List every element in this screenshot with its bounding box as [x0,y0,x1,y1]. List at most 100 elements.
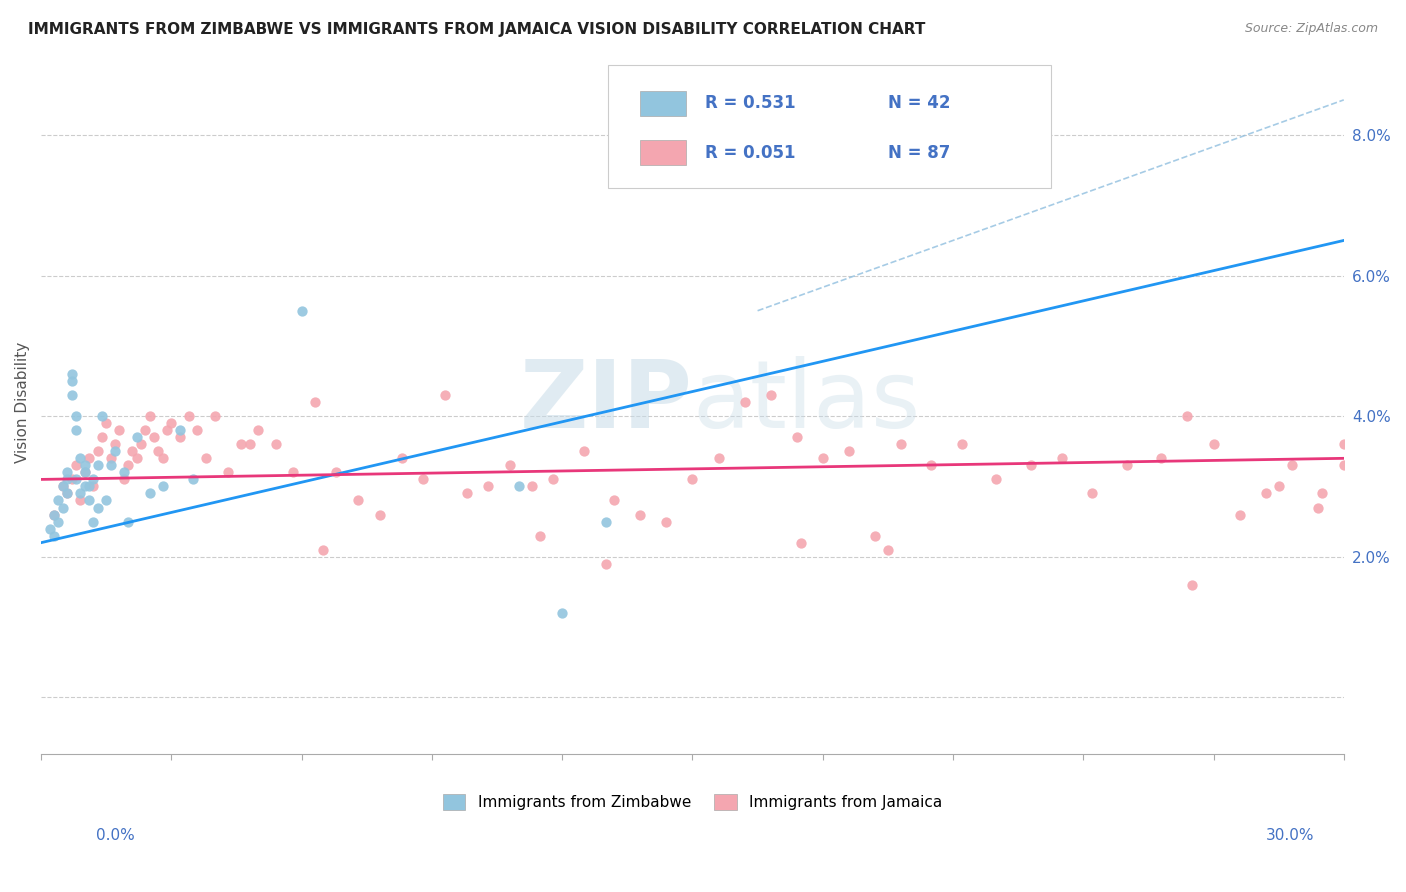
Point [177,409,200,424]
Point [786,430,808,444]
Point [86,500,108,515]
Point [325,466,347,480]
Point [1281,458,1303,473]
Point [56,472,79,486]
Point [112,472,135,486]
Point [876,542,898,557]
Text: atlas: atlas [692,356,921,448]
Point [1150,451,1173,466]
Point [1115,458,1137,473]
Point [108,423,131,437]
Point [52,500,75,515]
Point [1019,458,1042,473]
Point [152,451,174,466]
Point [169,423,191,437]
Point [1081,486,1104,500]
Point [129,437,152,451]
Point [117,515,139,529]
Point [82,515,104,529]
Point [69,486,91,500]
Point [433,388,456,402]
Point [477,479,499,493]
Point [707,451,730,466]
Text: 30.0%: 30.0% [1267,829,1315,843]
Legend: Immigrants from Zimbabwe, Immigrants from Jamaica: Immigrants from Zimbabwe, Immigrants fro… [436,788,949,816]
Point [121,444,143,458]
Point [44,508,66,522]
Point [1310,486,1333,500]
Point [247,423,270,437]
Point [38,522,60,536]
Point [790,535,813,549]
Point [77,493,100,508]
Point [44,528,66,542]
Point [264,437,287,451]
Point [52,479,75,493]
Point [1254,486,1277,500]
Point [65,409,87,424]
Point [77,451,100,466]
Point [143,430,166,444]
Point [48,493,70,508]
Text: 0.0%: 0.0% [96,829,135,843]
Point [90,409,112,424]
Point [508,479,530,493]
Point [73,466,96,480]
Point [86,444,108,458]
Point [100,451,122,466]
Point [195,451,218,466]
Point [125,430,148,444]
Point [65,472,87,486]
Point [529,528,551,542]
Point [134,423,156,437]
Point [890,437,912,451]
Point [181,472,204,486]
Point [543,472,565,486]
Point [312,542,335,557]
Point [73,458,96,473]
Point [734,395,756,409]
Point [551,606,574,620]
Point [603,493,626,508]
Point [217,466,239,480]
Point [1306,500,1329,515]
Point [368,508,391,522]
Point [117,458,139,473]
Text: N = 87: N = 87 [887,144,950,161]
Point [60,472,83,486]
Point [204,409,226,424]
Point [986,472,1008,486]
Point [391,451,413,466]
Point [950,437,973,451]
Point [82,479,104,493]
Point [655,515,678,529]
Point [96,416,118,430]
Point [73,479,96,493]
Point [112,466,135,480]
Point [1202,437,1225,451]
Point [82,472,104,486]
Point [100,458,122,473]
Point [1333,458,1355,473]
Point [148,444,170,458]
Text: R = 0.531: R = 0.531 [706,95,796,112]
Point [520,479,543,493]
Point [1267,479,1289,493]
Point [160,416,183,430]
Point [69,451,91,466]
Point [152,479,174,493]
Point [1333,437,1355,451]
Point [56,466,79,480]
Point [60,388,83,402]
Point [60,374,83,388]
Point [56,486,79,500]
FancyBboxPatch shape [640,91,686,116]
Point [125,451,148,466]
FancyBboxPatch shape [640,140,686,165]
Point [1050,451,1073,466]
Point [138,486,160,500]
Point [86,458,108,473]
Text: N = 42: N = 42 [887,95,950,112]
Point [56,486,79,500]
Point [169,430,191,444]
